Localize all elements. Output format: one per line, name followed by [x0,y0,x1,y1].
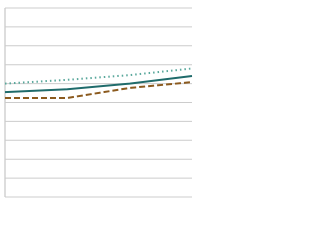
chart [4,7,193,198]
line-series [4,75,193,94]
line-series [5,81,193,99]
line-series [4,67,193,85]
